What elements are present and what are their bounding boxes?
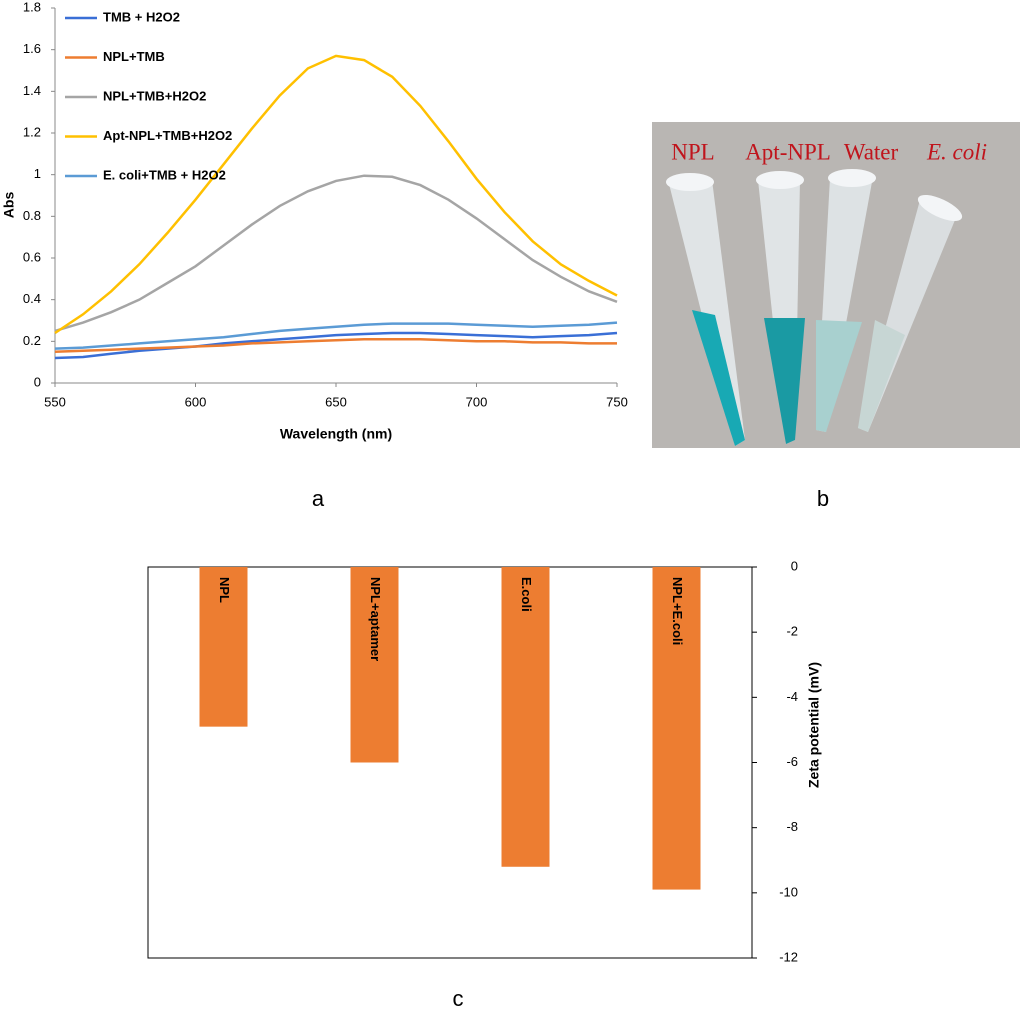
y-tick-label: 1.8 [23,0,41,14]
panel-label: a [312,486,325,511]
bar [501,567,550,867]
photo-label: NPL [671,139,714,164]
x-tick-label: 550 [44,394,66,409]
photo-label: Water [844,139,899,164]
bar [652,567,701,890]
y-tick-label: 1 [34,166,41,181]
legend-label: E. coli+TMB + H2O2 [103,167,226,182]
y-axis-title: Abs [1,192,17,219]
y-tick-label: -8 [786,819,798,834]
bar-category-label: NPL [217,577,232,603]
legend-label: Apt-NPL+TMB+H2O2 [103,128,232,143]
bar-category-label: E.coli [519,577,534,612]
y-tick-label: 0.6 [23,249,41,264]
data-line [54,321,618,350]
photo-label: Apt-NPL [745,139,831,164]
x-tick-label: 750 [606,394,628,409]
y-tick-label: -2 [786,624,798,639]
y-tick-label: 1.4 [23,83,41,98]
legend-label: NPL+TMB [103,49,165,64]
data-line [54,54,618,335]
bar-category-label: NPL+E.coli [670,577,685,645]
y-tick-label: 0 [34,374,41,389]
y-axis-title: Zeta potential (mV) [806,662,822,788]
y-tick-label: 0 [791,558,798,573]
y-tick-label: 0.2 [23,333,41,348]
y-tick-label: 1.6 [23,41,41,56]
photo-label: E. coli [926,139,987,164]
y-tick-label: -10 [779,884,798,899]
x-axis-title: Wavelength (nm) [280,426,392,442]
x-tick-label: 600 [185,394,207,409]
panel-label: b [817,486,829,511]
data-line [54,331,618,360]
y-tick-label: -4 [786,689,798,704]
data-line [54,174,618,333]
x-tick-label: 700 [466,394,488,409]
legend-label: TMB + H2O2 [103,9,180,24]
x-tick-label: 650 [325,394,347,409]
bar [350,567,399,763]
tubes [666,169,963,446]
y-tick-label: 0.8 [23,208,41,223]
legend-label: NPL+TMB+H2O2 [103,88,206,103]
y-tick-label: 0.4 [23,291,41,306]
y-tick-label: -6 [786,754,798,769]
bar [199,567,248,727]
data-line [54,338,617,354]
y-tick-label: -12 [779,949,798,964]
y-tick-label: 1.2 [23,124,41,139]
panel-label: c [453,986,464,1011]
bar-category-label: NPL+aptamer [368,577,383,661]
